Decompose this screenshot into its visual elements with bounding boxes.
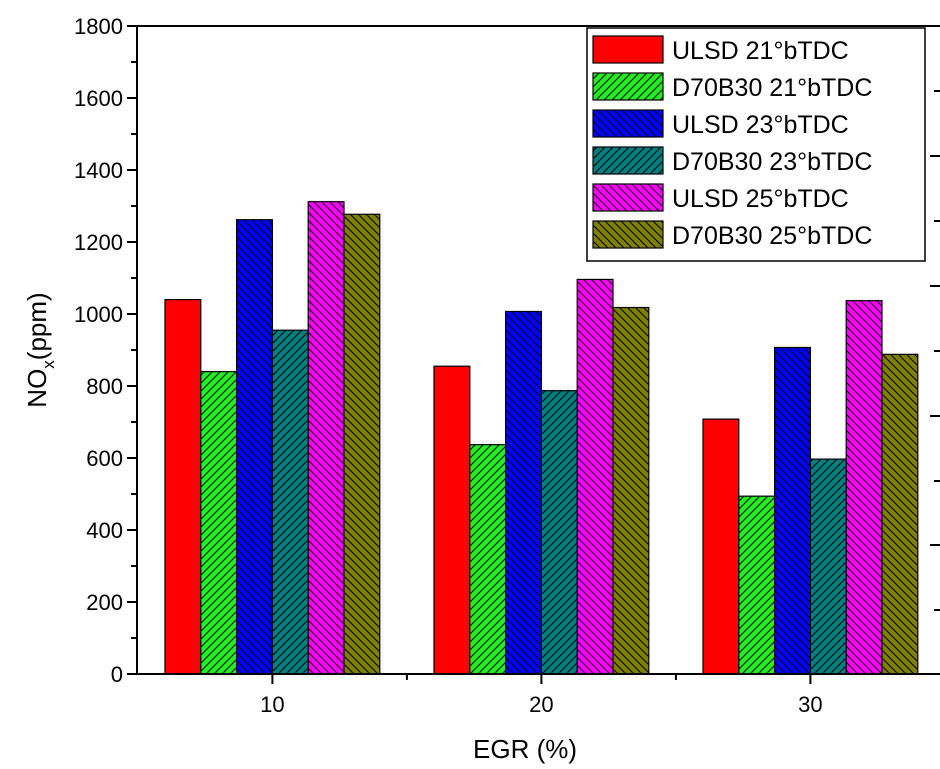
legend-label: D70B30 21°bTDC bbox=[672, 74, 872, 102]
y-tick-label: 600 bbox=[86, 446, 123, 471]
bar bbox=[434, 366, 470, 674]
bar-hatch bbox=[541, 390, 578, 674]
y-axis-title: NOx(ppm) bbox=[22, 292, 58, 407]
legend-label: ULSD 25°bTDC bbox=[672, 185, 849, 213]
bar bbox=[703, 419, 739, 674]
legend-label: D70B30 23°bTDC bbox=[672, 148, 872, 176]
bar-hatch bbox=[505, 311, 542, 674]
x-tick-label: 30 bbox=[798, 692, 822, 717]
bar-hatch bbox=[577, 279, 613, 674]
legend-swatch-outline bbox=[592, 183, 664, 212]
right-axis-ticks bbox=[930, 25, 940, 611]
legend-swatch-hatch bbox=[593, 184, 663, 211]
y-axis-tick-labels: 0 200 400 600 800 1000 1200 1400 1600 1800 bbox=[74, 14, 123, 687]
y-axis-title-main: NO bbox=[22, 369, 52, 408]
x-axis-title: EGR (%) bbox=[473, 734, 577, 764]
legend-label: ULSD 21°bTDC bbox=[672, 37, 849, 65]
bar-hatch bbox=[308, 201, 344, 674]
y-tick-label: 1800 bbox=[74, 14, 123, 39]
y-tick-label: 400 bbox=[86, 518, 123, 543]
y-axis-title-subscript: x bbox=[39, 360, 58, 369]
x-tick-label: 20 bbox=[529, 692, 553, 717]
bar-group-30 bbox=[702, 300, 919, 675]
y-axis-title-unit: (ppm) bbox=[22, 292, 52, 360]
bar-hatch bbox=[846, 300, 882, 674]
legend: ULSD 21°bTDC D70B30 21°bTDC ULSD 23°bTDC D7… bbox=[586, 27, 926, 262]
bar-hatch bbox=[272, 330, 309, 674]
y-tick-label: 0 bbox=[111, 662, 123, 687]
x-axis-tick-labels: 10 20 30 bbox=[260, 692, 822, 717]
legend-swatch-outline bbox=[592, 109, 664, 138]
legend-label: D70B30 25°bTDC bbox=[672, 222, 872, 250]
legend-swatch-outline bbox=[592, 35, 664, 64]
y-tick-label: 1000 bbox=[74, 302, 123, 327]
legend-swatch-outline bbox=[592, 146, 664, 175]
bar-hatch bbox=[882, 354, 918, 674]
y-tick-label: 1200 bbox=[74, 230, 123, 255]
bar-hatch bbox=[344, 214, 380, 674]
y-tick-label: 1400 bbox=[74, 158, 123, 183]
legend-label: ULSD 23°bTDC bbox=[672, 111, 849, 139]
legend-swatch-hatch bbox=[593, 110, 663, 137]
bar-hatch bbox=[774, 347, 811, 674]
legend-swatch-hatch bbox=[593, 147, 663, 174]
bar-groups bbox=[164, 201, 919, 675]
bar-hatch bbox=[469, 444, 506, 674]
x-axis-ticks bbox=[271, 674, 812, 684]
x-tick-label: 10 bbox=[260, 692, 284, 717]
bar-hatch bbox=[738, 496, 775, 674]
y-axis-ticks bbox=[127, 25, 137, 675]
bar-hatch bbox=[200, 371, 237, 674]
y-tick-label: 200 bbox=[86, 590, 123, 615]
bar-group-10 bbox=[164, 201, 381, 675]
bar-hatch bbox=[810, 459, 847, 674]
bar bbox=[165, 299, 201, 674]
legend-swatch-hatch bbox=[593, 221, 663, 248]
bar-group-20 bbox=[433, 278, 650, 675]
y-tick-label: 800 bbox=[86, 374, 123, 399]
legend-swatch-outline bbox=[592, 72, 664, 101]
y-tick-label: 1600 bbox=[74, 86, 123, 111]
legend-swatch-hatch bbox=[593, 73, 663, 100]
legend-swatch-outline bbox=[592, 220, 664, 249]
bar-hatch bbox=[613, 307, 649, 674]
bar-hatch bbox=[236, 219, 273, 674]
legend-swatch bbox=[593, 36, 663, 63]
